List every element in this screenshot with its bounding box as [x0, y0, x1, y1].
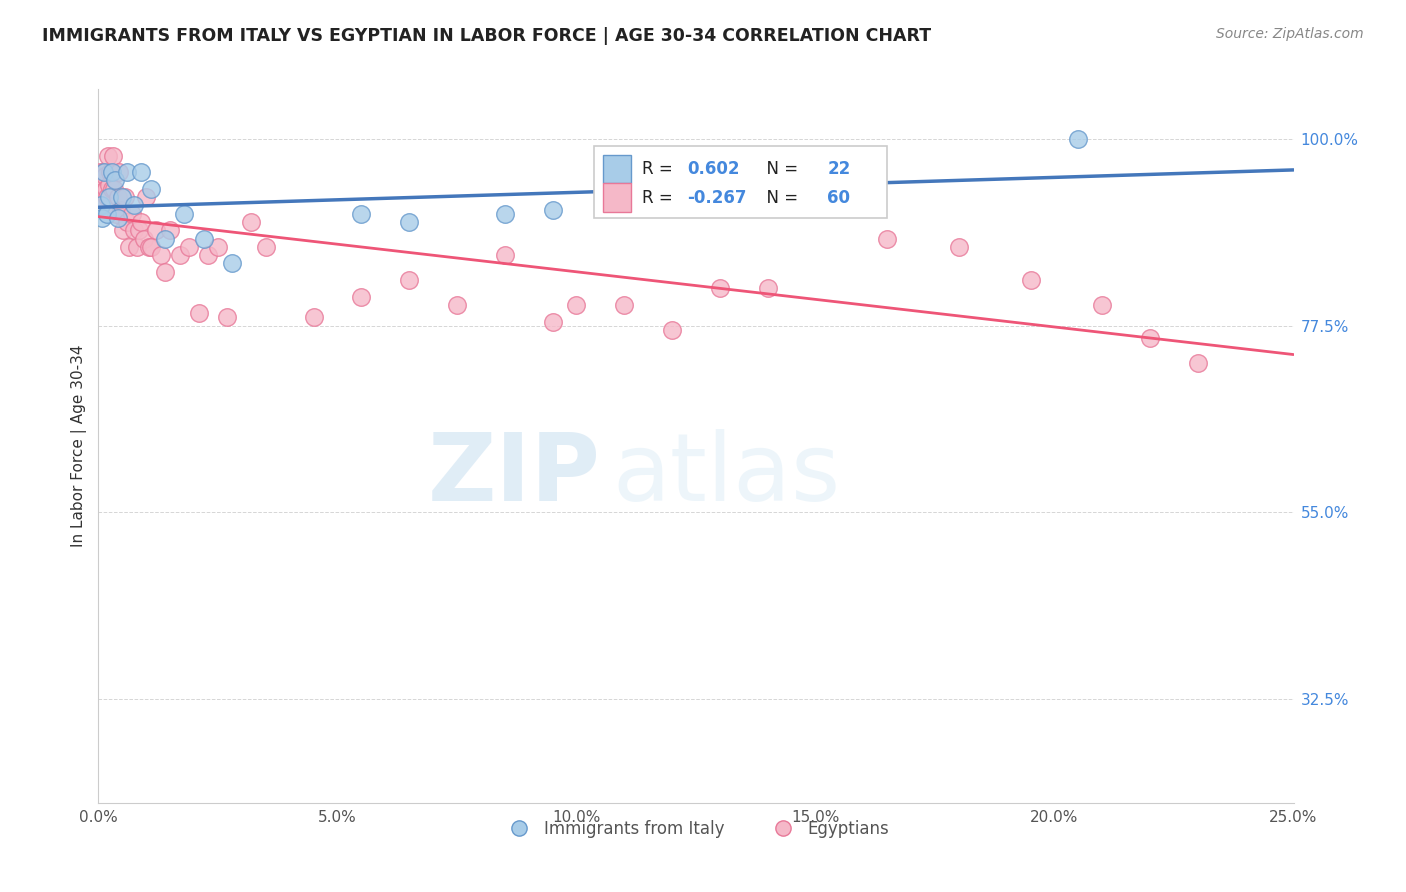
- Point: [104, 207, 127, 221]
- FancyBboxPatch shape: [603, 184, 631, 212]
- Point: [110, 202, 132, 217]
- Point: [124, 223, 146, 237]
- Point: [89, 165, 111, 179]
- Point: [97, 178, 120, 192]
- Point: [103, 182, 125, 196]
- Point: [139, 240, 162, 254]
- Text: R =: R =: [643, 189, 678, 207]
- Point: [111, 190, 134, 204]
- Point: [101, 148, 124, 162]
- Point: [114, 190, 136, 204]
- Text: N =: N =: [756, 161, 803, 178]
- Point: [131, 215, 153, 229]
- Point: [131, 165, 153, 179]
- Point: [613, 298, 636, 312]
- Point: [217, 310, 239, 325]
- Point: [124, 198, 146, 212]
- Text: R =: R =: [643, 161, 678, 178]
- Point: [112, 223, 135, 237]
- Point: [756, 281, 779, 295]
- Legend: Immigrants from Italy, Egyptians: Immigrants from Italy, Egyptians: [496, 814, 896, 845]
- Point: [1091, 298, 1114, 312]
- Point: [350, 290, 373, 304]
- Point: [173, 207, 195, 221]
- Point: [101, 165, 124, 179]
- Point: [155, 265, 177, 279]
- Point: [107, 211, 129, 225]
- Point: [302, 310, 325, 325]
- Text: Source: ZipAtlas.com: Source: ZipAtlas.com: [1216, 27, 1364, 41]
- Point: [90, 198, 112, 212]
- Point: [494, 248, 516, 262]
- Point: [115, 215, 138, 229]
- Point: [661, 323, 683, 337]
- Point: [565, 298, 588, 312]
- Point: [93, 198, 115, 212]
- Point: [1067, 132, 1090, 146]
- Point: [187, 306, 209, 320]
- Point: [179, 240, 201, 254]
- Point: [155, 231, 177, 245]
- Text: 60: 60: [827, 189, 851, 207]
- Point: [91, 186, 114, 200]
- Point: [240, 215, 263, 229]
- Point: [193, 231, 215, 245]
- Point: [876, 231, 898, 245]
- Point: [108, 165, 131, 179]
- Point: [107, 190, 129, 204]
- Point: [97, 190, 120, 204]
- FancyBboxPatch shape: [595, 146, 887, 218]
- Point: [128, 223, 150, 237]
- Point: [125, 240, 148, 254]
- Point: [90, 169, 112, 184]
- Text: atlas: atlas: [613, 428, 841, 521]
- Point: [132, 231, 155, 245]
- Point: [541, 202, 564, 217]
- Point: [1139, 331, 1161, 345]
- FancyBboxPatch shape: [603, 155, 631, 184]
- Point: [97, 148, 120, 162]
- Point: [169, 248, 191, 262]
- Point: [1019, 273, 1042, 287]
- Point: [96, 190, 118, 204]
- Point: [98, 165, 122, 179]
- Point: [138, 240, 160, 254]
- Point: [254, 240, 277, 254]
- Point: [1187, 356, 1209, 370]
- Point: [350, 207, 373, 221]
- Point: [91, 211, 114, 225]
- Point: [398, 215, 420, 229]
- Point: [94, 169, 117, 184]
- Point: [159, 223, 181, 237]
- Text: -0.267: -0.267: [688, 189, 747, 207]
- Point: [91, 165, 114, 179]
- Point: [149, 248, 172, 262]
- Point: [121, 207, 143, 221]
- Point: [93, 165, 115, 179]
- Point: [118, 240, 141, 254]
- Point: [94, 182, 117, 196]
- Point: [96, 207, 118, 221]
- Point: [104, 173, 127, 187]
- Point: [207, 240, 229, 254]
- Point: [221, 256, 243, 270]
- Point: [197, 248, 219, 262]
- Point: [494, 207, 516, 221]
- Text: N =: N =: [756, 189, 803, 207]
- Text: 22: 22: [827, 161, 851, 178]
- Point: [446, 298, 468, 312]
- Point: [139, 182, 162, 196]
- Point: [115, 165, 138, 179]
- Point: [101, 182, 124, 196]
- Point: [948, 240, 970, 254]
- Point: [135, 190, 157, 204]
- Point: [145, 223, 167, 237]
- Point: [709, 281, 731, 295]
- Text: ZIP: ZIP: [427, 428, 600, 521]
- Point: [398, 273, 420, 287]
- Text: IMMIGRANTS FROM ITALY VS EGYPTIAN IN LABOR FORCE | AGE 30-34 CORRELATION CHART: IMMIGRANTS FROM ITALY VS EGYPTIAN IN LAB…: [42, 27, 931, 45]
- Y-axis label: In Labor Force | Age 30-34: In Labor Force | Age 30-34: [72, 344, 87, 548]
- Point: [541, 314, 564, 328]
- Text: 0.602: 0.602: [688, 161, 740, 178]
